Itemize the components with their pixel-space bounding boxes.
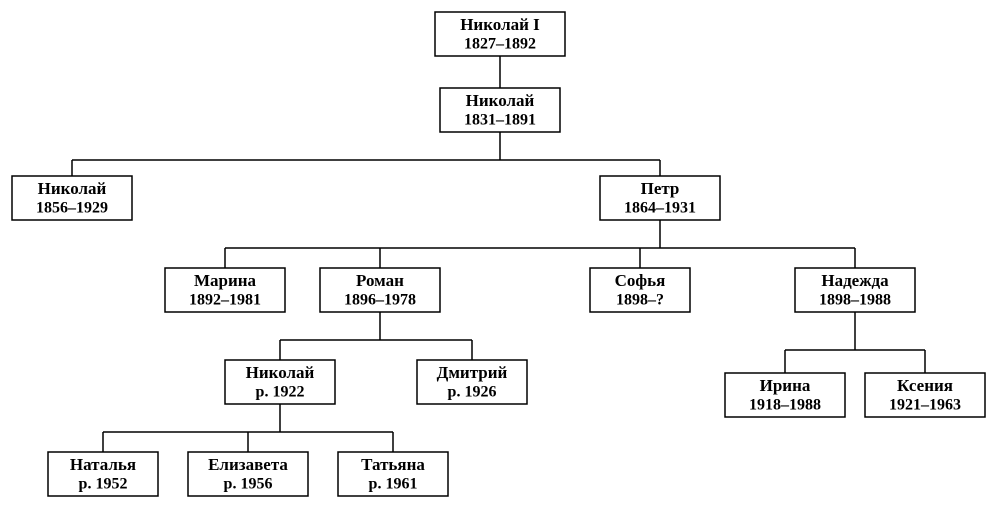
tree-node: Николай 1831–1891	[440, 88, 560, 132]
node-dates: р. 1956	[224, 476, 273, 493]
node-name: Николай I	[460, 15, 540, 34]
tree-node: Роман 1896–1978	[320, 268, 440, 312]
tree-node: Петр 1864–1931	[600, 176, 720, 220]
node-dates: р. 1926	[448, 384, 497, 401]
tree-node: Татьяна р. 1961	[338, 452, 448, 496]
node-name: Николай	[466, 91, 535, 110]
node-name: Марина	[194, 271, 257, 290]
node-dates: 1864–1931	[624, 200, 696, 217]
node-dates: 1921–1963	[889, 397, 961, 414]
node-name: Елизавета	[208, 455, 288, 474]
tree-node: Николай I 1827–1892	[435, 12, 565, 56]
node-name: Татьяна	[361, 455, 425, 474]
node-name: Дмитрий	[437, 363, 508, 382]
node-dates: 1898–1988	[819, 292, 891, 309]
node-name: Роман	[356, 271, 404, 290]
node-name: Ксения	[897, 376, 953, 395]
tree-node: Надежда 1898–1988	[795, 268, 915, 312]
node-dates: р. 1952	[79, 476, 128, 493]
node-dates: 1856–1929	[36, 200, 108, 217]
node-name: Николай	[246, 363, 315, 382]
node-name: Надежда	[821, 271, 889, 290]
node-name: Софья	[615, 271, 666, 290]
node-name: Ирина	[760, 376, 811, 395]
node-dates: 1898–?	[616, 292, 664, 309]
node-dates: 1827–1892	[464, 36, 536, 53]
node-dates: 1918–1988	[749, 397, 821, 414]
tree-node: Наталья р. 1952	[48, 452, 158, 496]
node-dates: р. 1961	[369, 476, 418, 493]
tree-node: Марина 1892–1981	[165, 268, 285, 312]
tree-node: Николай 1856–1929	[12, 176, 132, 220]
node-dates: 1892–1981	[189, 292, 261, 309]
node-dates: 1831–1891	[464, 112, 536, 129]
tree-node: Ирина 1918–1988	[725, 373, 845, 417]
node-name: Наталья	[70, 455, 136, 474]
tree-node: Елизавета р. 1956	[188, 452, 308, 496]
node-name: Николай	[38, 179, 107, 198]
node-dates: 1896–1978	[344, 292, 416, 309]
node-dates: р. 1922	[256, 384, 305, 401]
tree-node: Софья 1898–?	[590, 268, 690, 312]
family-tree-diagram: Николай I1827–1892Николай1831–1891Никола…	[0, 0, 993, 522]
tree-node: Николай р. 1922	[225, 360, 335, 404]
tree-node: Ксения 1921–1963	[865, 373, 985, 417]
tree-node: Дмитрий р. 1926	[417, 360, 527, 404]
node-name: Петр	[641, 179, 680, 198]
